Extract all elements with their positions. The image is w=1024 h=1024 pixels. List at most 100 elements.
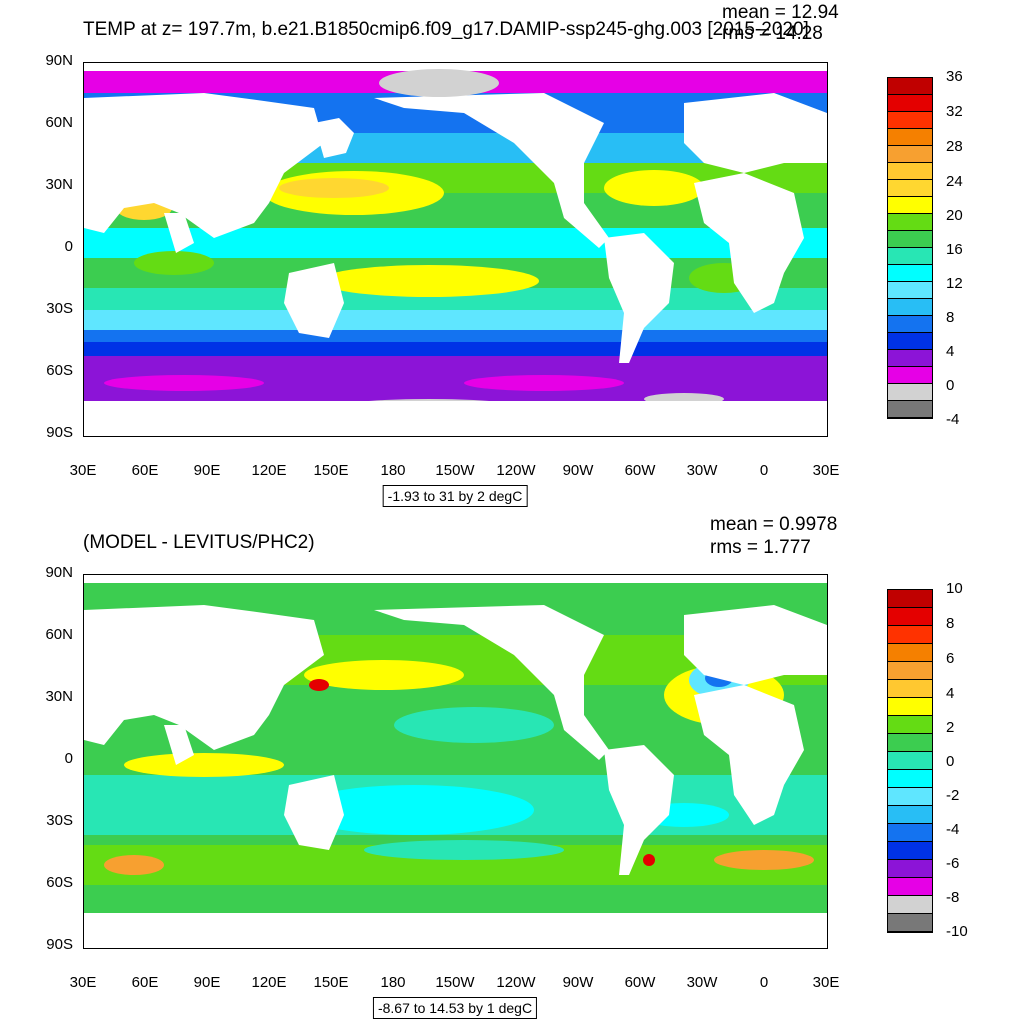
bottom-colorbar-label: 0 (946, 753, 955, 770)
bottom-lat-label: 90N (45, 564, 73, 581)
top-lon-label: 180 (380, 462, 406, 479)
bottom-colorbar-label: -10 (946, 923, 968, 940)
top-lat-label: 60S (46, 362, 73, 379)
bottom-mean: mean = 0.9978 (710, 514, 838, 535)
bottom-colorbar-label: 4 (946, 685, 955, 702)
top-rms: rms = 14.28 (722, 23, 823, 44)
top-map-field (84, 63, 827, 436)
bottom-map-field (84, 575, 827, 948)
colorbar-swatch (888, 734, 932, 752)
bottom-rms: rms = 1.777 (710, 537, 811, 558)
top-colorbar-label: 24 (946, 173, 963, 190)
colorbar-swatch (888, 644, 932, 662)
top-colorbar-label: 20 (946, 207, 963, 224)
colorbar-swatch (888, 662, 932, 680)
colorbar-swatch (888, 914, 932, 932)
bottom-lon-label: 180 (380, 974, 406, 991)
top-colorbar-label: 16 (946, 241, 963, 258)
colorbar-swatch (888, 299, 932, 316)
top-lon-label: 0 (759, 462, 769, 479)
colorbar-swatch (888, 129, 932, 146)
top-lon-label: 150E (313, 462, 349, 479)
bottom-lat-label: 60S (46, 874, 73, 891)
colorbar-swatch (888, 896, 932, 914)
colorbar-swatch (888, 878, 932, 896)
bottom-lon-label: 120E (251, 974, 287, 991)
top-lon-label: 60W (624, 462, 656, 479)
colorbar-swatch (888, 78, 932, 95)
top-lat-label: 60N (45, 114, 73, 131)
colorbar-swatch (888, 163, 932, 180)
colorbar-swatch (888, 401, 932, 418)
bottom-lat-label: 60N (45, 626, 73, 643)
top-colorbar-label: 8 (946, 309, 955, 326)
colorbar-swatch (888, 770, 932, 788)
colorbar-swatch (888, 788, 932, 806)
bottom-colorbar-label: 10 (946, 580, 963, 597)
colorbar-swatch (888, 824, 932, 842)
colorbar-swatch (888, 333, 932, 350)
bottom-colorbar-label: 2 (946, 719, 955, 736)
top-title: TEMP at z= 197.7m, b.e21.B1850cmip6.f09_… (83, 19, 809, 40)
top-lon-label: 60E (131, 462, 159, 479)
bottom-colorbar-label: -8 (946, 889, 960, 906)
bottom-lon-label: 60E (131, 974, 159, 991)
bottom-contour-info: -8.67 to 14.53 by 1 degC (372, 997, 538, 1019)
bottom-lat-label: 30S (46, 812, 73, 829)
top-lon-label: 90E (193, 462, 221, 479)
bottom-title: (MODEL - LEVITUS/PHC2) (83, 532, 315, 553)
colorbar-swatch (888, 197, 932, 214)
top-lon-label: 150W (435, 462, 475, 479)
colorbar-swatch (888, 214, 932, 231)
top-lat-label: 30S (46, 300, 73, 317)
bottom-panel: (MODEL - LEVITUS/PHC2) mean = 0.9978 rms… (0, 512, 1024, 1024)
top-colorbar-label: 0 (946, 377, 955, 394)
colorbar-swatch (888, 316, 932, 333)
colorbar-swatch (888, 680, 932, 698)
bottom-colorbar-label: -4 (946, 821, 960, 838)
bottom-lon-label: 150W (435, 974, 475, 991)
top-lon-label: 30E (812, 462, 840, 479)
top-colorbar-label: 4 (946, 343, 955, 360)
top-lat-label: 30N (45, 176, 73, 193)
colorbar-swatch (888, 265, 932, 282)
colorbar-swatch (888, 146, 932, 163)
top-mean: mean = 12.94 (722, 2, 839, 23)
top-lat-label: 90S (46, 424, 73, 441)
top-lat-label: 90N (45, 52, 73, 69)
bottom-colorbar-label: -2 (946, 787, 960, 804)
top-colorbar-label: -4 (946, 411, 960, 428)
top-lon-label: 90W (562, 462, 594, 479)
colorbar-swatch (888, 112, 932, 129)
colorbar-swatch (888, 384, 932, 401)
bottom-map (83, 574, 828, 949)
colorbar-swatch (888, 367, 932, 384)
colorbar-swatch (888, 608, 932, 626)
bottom-lon-label: 30E (812, 974, 840, 991)
bottom-lon-label: 30E (69, 974, 97, 991)
bottom-lon-label: 30W (686, 974, 718, 991)
top-panel: TEMP at z= 197.7m, b.e21.B1850cmip6.f09_… (45, 2, 963, 507)
colorbar-swatch (888, 752, 932, 770)
top-contour-info: -1.93 to 31 by 2 degC (382, 485, 528, 507)
top-colorbar-label: 28 (946, 138, 963, 155)
bottom-lon-label: 90W (562, 974, 594, 991)
colorbar-swatch (888, 231, 932, 248)
colorbar-swatch (888, 860, 932, 878)
colorbar-swatch (888, 180, 932, 197)
colorbar-swatch (888, 95, 932, 112)
colorbar-swatch (888, 590, 932, 608)
bottom-lon-label: 0 (759, 974, 769, 991)
bottom-lon-label: 60W (624, 974, 656, 991)
top-colorbar-label: 12 (946, 275, 963, 292)
colorbar-swatch (888, 350, 932, 367)
bottom-lat-label: 30N (45, 688, 73, 705)
bottom-lon-label: 120W (496, 974, 536, 991)
top-lon-label: 30W (686, 462, 718, 479)
bottom-lat-label: 90S (46, 936, 73, 953)
bottom-lon-label: 90E (193, 974, 221, 991)
top-colorbar-label: 36 (946, 68, 963, 85)
top-lat-label: 0 (64, 238, 73, 255)
bottom-colorbar-label: -6 (946, 855, 960, 872)
colorbar-swatch (888, 842, 932, 860)
